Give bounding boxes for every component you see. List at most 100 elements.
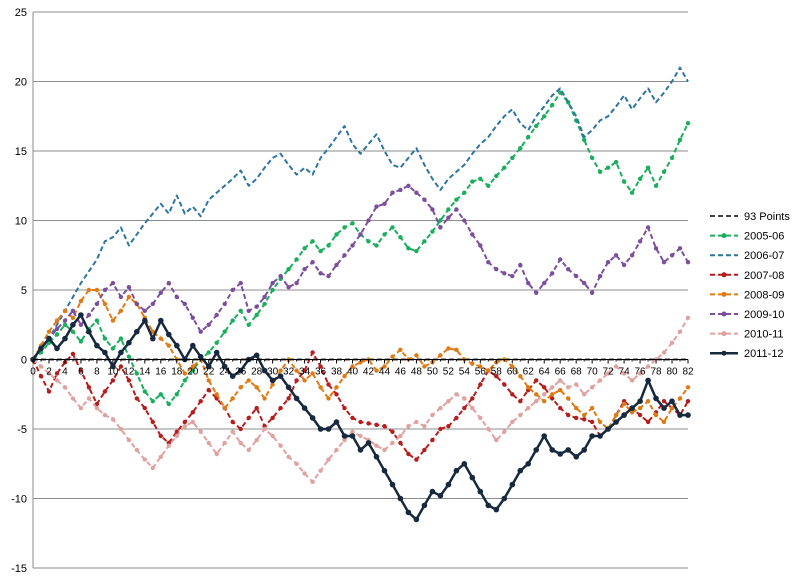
data-point	[142, 308, 147, 313]
x-tick-label: 58	[491, 367, 503, 378]
data-point	[222, 440, 227, 446]
data-point	[637, 371, 643, 376]
legend-label: 2011-12	[744, 348, 784, 360]
data-point	[334, 232, 339, 237]
x-tick-label: 10	[107, 367, 119, 378]
legend-marker	[721, 311, 727, 317]
data-point	[390, 440, 395, 446]
data-point	[653, 246, 659, 251]
data-point	[182, 371, 187, 376]
x-tick-label: 8	[94, 367, 100, 378]
data-point	[390, 354, 395, 359]
data-point	[102, 389, 108, 394]
data-point	[38, 374, 44, 379]
data-point	[358, 360, 363, 365]
data-point	[278, 273, 283, 279]
data-point	[150, 301, 155, 307]
data-point	[325, 426, 332, 432]
data-point	[558, 257, 563, 262]
data-point	[454, 197, 459, 202]
data-point	[86, 287, 92, 293]
data-point	[278, 405, 283, 411]
data-point	[542, 385, 547, 390]
data-point	[94, 318, 100, 323]
data-point	[78, 322, 84, 327]
legend-label: 2006-07	[744, 250, 784, 262]
data-point	[374, 204, 379, 209]
legend-label: 2005-06	[744, 231, 784, 243]
x-tick-label: 4	[62, 367, 68, 378]
data-point	[517, 467, 524, 474]
data-point	[637, 412, 643, 418]
data-point	[254, 405, 259, 411]
data-point	[126, 378, 132, 383]
data-point	[118, 336, 124, 341]
data-point	[86, 312, 92, 318]
data-point	[150, 335, 156, 342]
x-tick-label: 24	[219, 367, 231, 378]
data-point	[174, 342, 180, 349]
data-point	[589, 405, 595, 411]
data-point	[190, 419, 195, 425]
data-point	[190, 315, 195, 320]
data-point	[574, 382, 579, 387]
data-point	[645, 399, 651, 404]
data-point	[358, 232, 363, 237]
data-point	[605, 371, 611, 376]
data-point	[413, 516, 420, 523]
data-point	[214, 392, 219, 397]
y-tick-label: -10	[11, 494, 27, 506]
data-point	[518, 374, 523, 379]
data-point	[286, 267, 291, 272]
data-point	[613, 419, 619, 425]
data-point	[645, 225, 651, 230]
data-point	[645, 419, 651, 425]
data-point	[373, 454, 380, 460]
data-point	[94, 401, 100, 407]
x-tick-label: 78	[650, 367, 662, 378]
series-line	[32, 289, 689, 430]
data-point	[70, 322, 76, 328]
data-point	[150, 399, 155, 404]
data-point	[350, 243, 355, 248]
data-point	[46, 335, 52, 342]
data-point	[286, 454, 291, 459]
data-point	[262, 294, 267, 300]
x-tick-label: 14	[139, 367, 151, 378]
legend-entry: 2006-07	[710, 250, 784, 262]
data-point	[94, 287, 100, 293]
data-point	[438, 218, 443, 223]
legend-label: 93 Points	[744, 211, 790, 223]
data-point	[605, 260, 611, 265]
data-point	[350, 364, 355, 369]
data-point	[102, 349, 108, 356]
data-point	[142, 405, 147, 411]
data-point	[685, 412, 691, 418]
data-point	[542, 392, 547, 397]
data-point	[605, 165, 611, 170]
data-point	[94, 301, 100, 307]
data-point	[574, 415, 579, 421]
data-point	[198, 429, 203, 434]
data-point	[230, 396, 235, 401]
data-point	[206, 322, 211, 327]
data-point	[669, 340, 675, 345]
data-point	[190, 342, 196, 349]
data-point	[597, 378, 603, 383]
data-point	[414, 248, 419, 254]
legend-label: 2009-10	[744, 309, 784, 321]
data-point	[110, 378, 116, 383]
data-point	[685, 121, 691, 126]
x-tick-label: 22	[203, 367, 215, 378]
data-point	[302, 267, 307, 272]
data-point	[365, 440, 372, 446]
data-point	[62, 335, 68, 342]
data-point	[534, 378, 539, 383]
data-point	[510, 273, 515, 279]
data-point	[310, 239, 315, 244]
data-point	[669, 398, 675, 405]
legend-entry: 2010-11	[710, 329, 784, 341]
data-point	[254, 312, 259, 318]
data-point	[214, 451, 219, 457]
data-point	[54, 326, 60, 332]
